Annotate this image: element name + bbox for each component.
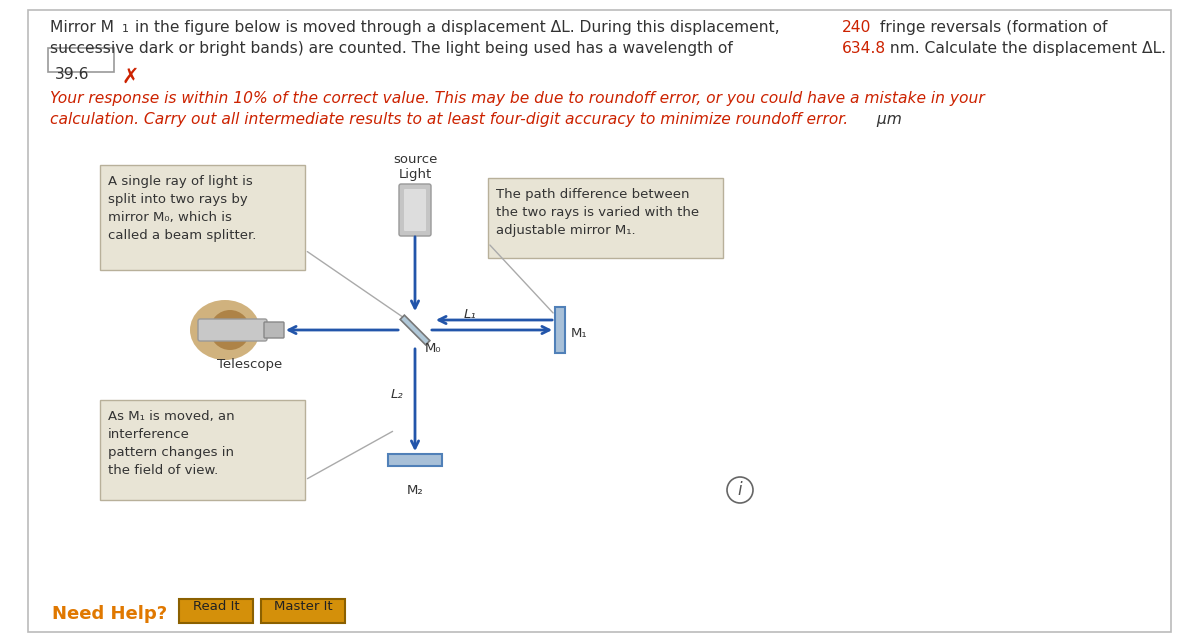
Text: A single ray of light is: A single ray of light is (108, 175, 253, 188)
Text: 1: 1 (122, 24, 130, 34)
Text: 39.6: 39.6 (55, 67, 90, 82)
Text: Read It: Read It (193, 600, 239, 613)
Text: the two rays is varied with the: the two rays is varied with the (496, 206, 700, 219)
Text: calculation. Carry out all intermediate results to at least four-digit accuracy : calculation. Carry out all intermediate … (50, 112, 848, 127)
Text: 634.8: 634.8 (842, 41, 886, 56)
Text: Your response is within 10% of the correct value. This may be due to roundoff er: Your response is within 10% of the corre… (50, 91, 985, 106)
Text: Telescope: Telescope (217, 358, 283, 371)
Text: ✗: ✗ (122, 67, 139, 87)
Text: Need Help?: Need Help? (52, 605, 167, 623)
FancyBboxPatch shape (100, 165, 305, 270)
Text: pattern changes in: pattern changes in (108, 446, 234, 459)
Text: Master It: Master It (274, 600, 332, 613)
FancyBboxPatch shape (100, 400, 305, 500)
FancyBboxPatch shape (488, 178, 722, 258)
Circle shape (727, 477, 754, 503)
Text: nm. Calculate the displacement ΔL.: nm. Calculate the displacement ΔL. (886, 41, 1166, 56)
Text: in the figure below is moved through a displacement ΔL. During this displacement: in the figure below is moved through a d… (130, 20, 785, 35)
FancyBboxPatch shape (554, 307, 565, 353)
Text: 240: 240 (842, 20, 871, 35)
Text: adjustable mirror M₁.: adjustable mirror M₁. (496, 224, 636, 237)
Ellipse shape (190, 300, 260, 360)
FancyBboxPatch shape (264, 322, 284, 338)
Text: the field of view.: the field of view. (108, 464, 218, 477)
Text: called a beam splitter.: called a beam splitter. (108, 229, 257, 242)
Text: interference: interference (108, 428, 190, 441)
Text: fringe reversals (formation of: fringe reversals (formation of (875, 20, 1108, 35)
Text: µm: µm (872, 112, 902, 127)
Text: source: source (392, 153, 437, 166)
Text: M₂: M₂ (407, 484, 424, 497)
FancyBboxPatch shape (48, 48, 114, 72)
Text: M₀: M₀ (425, 342, 442, 355)
Ellipse shape (224, 321, 242, 339)
Text: As M₁ is moved, an: As M₁ is moved, an (108, 410, 235, 423)
Text: mirror M₀, which is: mirror M₀, which is (108, 211, 232, 224)
Ellipse shape (210, 310, 250, 350)
Text: i: i (738, 481, 743, 499)
Text: L₂: L₂ (391, 389, 403, 401)
FancyBboxPatch shape (400, 315, 430, 345)
FancyBboxPatch shape (198, 319, 266, 341)
FancyBboxPatch shape (398, 184, 431, 236)
FancyBboxPatch shape (179, 599, 253, 623)
FancyBboxPatch shape (28, 10, 1171, 632)
Text: M₁: M₁ (571, 327, 588, 340)
Text: successive dark or bright bands) are counted. The light being used has a wavelen: successive dark or bright bands) are cou… (50, 41, 738, 56)
Text: Mirror M: Mirror M (50, 20, 114, 35)
Text: The path difference between: The path difference between (496, 188, 690, 201)
Text: Light: Light (398, 168, 432, 181)
FancyBboxPatch shape (388, 454, 442, 466)
Text: split into two rays by: split into two rays by (108, 193, 247, 206)
FancyBboxPatch shape (262, 599, 346, 623)
FancyBboxPatch shape (404, 189, 426, 231)
Text: L₁: L₁ (463, 308, 476, 321)
